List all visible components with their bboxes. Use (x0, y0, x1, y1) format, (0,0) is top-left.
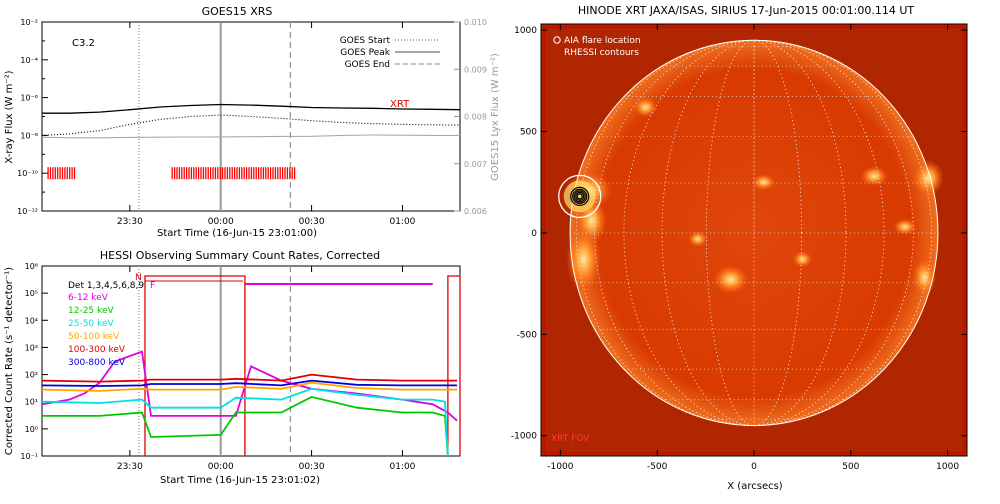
xrt-xtick-label: 1000 (936, 462, 959, 472)
flare-bright-core (564, 180, 596, 212)
bright-region (713, 265, 748, 293)
goes-y2tick-label: 0.010 (464, 18, 487, 27)
xrt-xtick-label: 500 (842, 462, 859, 472)
xrt-ytick-label: 1000 (514, 26, 537, 36)
goes-series-line-1 (42, 115, 460, 135)
hessi-ytick-label: 10¹ (25, 398, 38, 407)
hessi-panel: HESSI Observing Summary Count Rates, Cor… (4, 249, 460, 486)
bright-region (752, 174, 775, 190)
goes-ylabel: X-ray Flux (W m⁻²) (4, 70, 15, 163)
xrt-fov-label: XRT FOV (551, 434, 590, 444)
hessi-xtick-label: 00:30 (299, 462, 325, 472)
night-interval-box (448, 276, 460, 456)
goes-class-label: C3.2 (72, 38, 95, 49)
goes-xtick-label: 01:00 (389, 217, 415, 227)
hessi-xlabel: Start Time (16-Jun-15 23:01:02) (160, 475, 320, 486)
xrt-xtick-label: -1000 (547, 462, 573, 472)
hessi-xtick-label: 01:00 (389, 462, 415, 472)
goes-ytick-label: 10⁻⁶ (20, 94, 38, 103)
goes-ytick-label: 10⁻⁴ (20, 56, 38, 65)
goes-series-line-2 (42, 135, 460, 138)
goes-xlabel: Start Time (16-Jun-15 23:01:00) (157, 228, 317, 239)
hessi-ytick-label: 10⁶ (25, 262, 38, 271)
goes-legend: GOES Start GOES Peak GOES End (340, 36, 440, 70)
xrt-xtick-label: -500 (647, 462, 668, 472)
goes-y2tick-label: 0.006 (464, 207, 487, 216)
hessi-ytick-label: 10⁴ (25, 316, 38, 325)
xrt-ytick-label: -1000 (511, 432, 537, 442)
goes-y2tick-label: 0.007 (464, 160, 487, 169)
xrt-xlabel: X (arcsecs) (727, 481, 783, 492)
goes-xtick-label: 00:00 (208, 217, 234, 227)
xrt-label: XRT (390, 99, 410, 110)
goes-ytick-label: 10⁻² (20, 18, 38, 27)
xrt-ytick-label: 0 (531, 229, 537, 239)
goes-title: GOES15 XRS (202, 5, 273, 18)
hessi-ylabel: Corrected Count Rate (s⁻¹ detector⁻¹) (4, 267, 15, 455)
legend-hessi-series-2: 25-50 keV (68, 319, 114, 329)
goes-xtick-label: 00:30 (299, 217, 325, 227)
xrt-title: HINODE XRT JAXA/ISAS, SIRIUS 17-Jun-2015… (578, 4, 915, 17)
goes-y2tick-label: 0.008 (464, 113, 487, 122)
goes-y2tick-label: 0.009 (464, 65, 487, 74)
hessi-detectors-label: Det 1,3,4,5,6,8,9 (68, 281, 144, 291)
legend-hessi-series-5: 300-800 keV (68, 358, 126, 368)
legend-hessi-series-0: 6-12 keV (68, 293, 109, 303)
hessi-xtick-label: 23:30 (117, 462, 143, 472)
goes-ytick-label: 10⁻⁸ (20, 131, 38, 140)
legend-hessi-series-1: 12-25 keV (68, 306, 114, 316)
bright-region (688, 231, 707, 247)
hessi-xtick-label: 00:00 (208, 462, 234, 472)
hessi-ytick-label: 10⁻¹ (20, 452, 38, 461)
goes-xtick-label: 23:30 (117, 217, 143, 227)
goes-y2label: GOES15 Lyx Flux (W m⁻²) (490, 53, 501, 181)
hessi-ytick-label: 10⁰ (25, 425, 38, 434)
legend-goes-end: GOES End (345, 60, 390, 70)
bright-region (634, 97, 657, 117)
xrt-ytick-label: 500 (520, 127, 537, 137)
hessi-ytick-label: 10² (25, 371, 38, 380)
legend-hessi-series-3: 50-100 keV (68, 332, 120, 342)
goes-ytick-label: 10⁻¹⁰ (17, 169, 38, 178)
hessi-ytick-label: 10⁵ (25, 289, 38, 298)
legend-hessi-series-4: 100-300 keV (68, 345, 126, 355)
xrt-panel: HINODE XRT JAXA/ISAS, SIRIUS 17-Jun-2015… (511, 4, 967, 492)
flare-flag-label: F (150, 281, 155, 291)
hessi-ytick-label: 10³ (25, 343, 38, 352)
night-interval-box (145, 276, 245, 456)
goes-panel: GOES15 XRS 10⁻² 10⁻⁴ 10⁻⁶ 10⁻⁸ 10⁻¹⁰ 10⁻¹² 0.0… (4, 5, 501, 239)
xrt-xtick-label: 0 (751, 462, 757, 472)
hessi-title: HESSI Observing Summary Count Rates, Cor… (100, 249, 380, 262)
bright-region (913, 160, 944, 197)
bright-region (793, 251, 812, 267)
xrt-ytick-label: -500 (517, 330, 538, 340)
legend-goes-peak: GOES Peak (340, 48, 390, 58)
legend-rhessi-contours: RHESSI contours (564, 48, 639, 58)
legend-goes-start: GOES Start (340, 36, 391, 46)
legend-aia-flare-location: AIA flare location (564, 36, 641, 46)
goes-ytick-label: 10⁻¹² (17, 207, 38, 216)
